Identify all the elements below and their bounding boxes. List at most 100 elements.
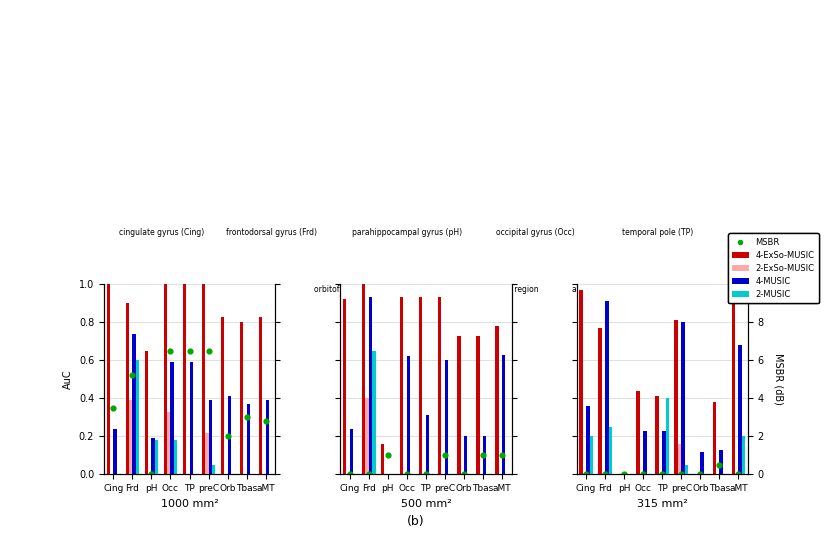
- Bar: [209, 400, 212, 474]
- Bar: [685, 465, 688, 474]
- Point: [343, 470, 356, 479]
- Point: [637, 470, 650, 479]
- Text: orbitofrontal gyrus (Orb): orbitofrontal gyrus (Orb): [314, 285, 409, 294]
- Text: temporal pole (TP): temporal pole (TP): [622, 228, 693, 237]
- Bar: [125, 303, 129, 474]
- Bar: [258, 317, 263, 474]
- Point: [183, 346, 196, 355]
- Point: [145, 470, 158, 479]
- Bar: [701, 451, 704, 474]
- Bar: [586, 406, 589, 474]
- Text: anterior middle temporal gyrus
(aMT): anterior middle temporal gyrus (aMT): [572, 285, 692, 304]
- Point: [106, 403, 120, 412]
- Legend: MSBR, 4-ExSo-MUSIC, 2-ExSo-MUSIC, 4-MUSIC, 2-MUSIC: MSBR, 4-ExSo-MUSIC, 2-ExSo-MUSIC, 4-MUSI…: [728, 233, 819, 303]
- Y-axis label: AuC: AuC: [63, 369, 73, 389]
- Bar: [106, 284, 110, 474]
- Text: parahippocampal gyrus (pH): parahippocampal gyrus (pH): [352, 228, 462, 237]
- Bar: [637, 391, 640, 474]
- Bar: [113, 429, 117, 474]
- Bar: [164, 284, 167, 474]
- Bar: [598, 328, 602, 474]
- Point: [401, 470, 414, 479]
- Bar: [407, 357, 411, 474]
- Bar: [742, 437, 745, 474]
- Bar: [720, 450, 723, 474]
- Bar: [712, 402, 716, 474]
- Bar: [155, 440, 158, 474]
- X-axis label: 315 mm²: 315 mm²: [637, 499, 687, 508]
- Bar: [445, 360, 449, 474]
- Bar: [400, 297, 403, 474]
- Bar: [372, 351, 376, 474]
- Bar: [247, 404, 250, 474]
- Bar: [739, 345, 742, 474]
- Bar: [678, 444, 681, 474]
- Text: cingulate gyrus (Cing): cingulate gyrus (Cing): [119, 228, 204, 237]
- Text: occipital gyrus (Occ): occipital gyrus (Occ): [496, 228, 575, 237]
- Bar: [662, 431, 666, 474]
- Bar: [174, 440, 177, 474]
- Bar: [132, 334, 135, 474]
- Bar: [202, 284, 205, 474]
- Bar: [189, 362, 193, 474]
- Point: [476, 451, 489, 459]
- Bar: [666, 398, 669, 474]
- Point: [259, 417, 273, 425]
- Point: [202, 346, 215, 355]
- Point: [495, 451, 509, 459]
- X-axis label: 1000 mm²: 1000 mm²: [160, 499, 219, 508]
- Bar: [135, 360, 140, 474]
- Bar: [212, 465, 215, 474]
- Bar: [381, 444, 385, 474]
- Bar: [643, 431, 647, 474]
- Bar: [731, 297, 735, 474]
- Point: [694, 470, 707, 479]
- Bar: [589, 437, 593, 474]
- Point: [381, 451, 395, 459]
- Bar: [350, 429, 353, 474]
- Bar: [362, 284, 366, 474]
- Point: [579, 470, 593, 479]
- Bar: [681, 322, 685, 474]
- Bar: [266, 400, 269, 474]
- X-axis label: 500 mm²: 500 mm²: [401, 499, 451, 508]
- Bar: [129, 400, 132, 474]
- Bar: [419, 297, 422, 474]
- Bar: [483, 437, 486, 474]
- Bar: [464, 437, 467, 474]
- Point: [420, 470, 433, 479]
- Bar: [605, 301, 608, 474]
- Point: [598, 470, 612, 479]
- Text: frontodorsal gyrus (Frd): frontodorsal gyrus (Frd): [226, 228, 317, 237]
- Bar: [183, 284, 186, 474]
- Bar: [675, 320, 678, 474]
- Bar: [656, 397, 659, 474]
- Bar: [167, 411, 170, 474]
- Text: (b): (b): [406, 515, 425, 528]
- Bar: [240, 322, 243, 474]
- Bar: [145, 351, 148, 474]
- Bar: [228, 397, 231, 474]
- Bar: [502, 354, 505, 474]
- Y-axis label: MSBR (dB): MSBR (dB): [774, 353, 784, 405]
- Text: (a): (a): [417, 312, 435, 325]
- Point: [125, 371, 139, 379]
- Point: [362, 470, 376, 479]
- Bar: [438, 297, 441, 474]
- Point: [732, 470, 745, 479]
- Bar: [495, 326, 499, 474]
- Bar: [221, 317, 224, 474]
- Text: temporal basal region
(Tbas): temporal basal region (Tbas): [455, 285, 539, 304]
- Bar: [579, 290, 583, 474]
- Point: [221, 432, 234, 441]
- Legend: MSBR, 4-ExSo-MUSIC, 2-ExSo-MUSIC, 4-MUSIC, 2-MUSIC: MSBR, 4-ExSo-MUSIC, 2-ExSo-MUSIC, 4-MUSI…: [728, 233, 819, 303]
- Point: [457, 470, 470, 479]
- Bar: [366, 398, 369, 474]
- Point: [656, 470, 669, 479]
- Bar: [608, 427, 612, 474]
- Bar: [205, 432, 209, 474]
- Point: [713, 461, 726, 469]
- Point: [675, 470, 688, 479]
- Text: precentral gyrus (preC): precentral gyrus (preC): [175, 285, 265, 294]
- Bar: [151, 438, 155, 474]
